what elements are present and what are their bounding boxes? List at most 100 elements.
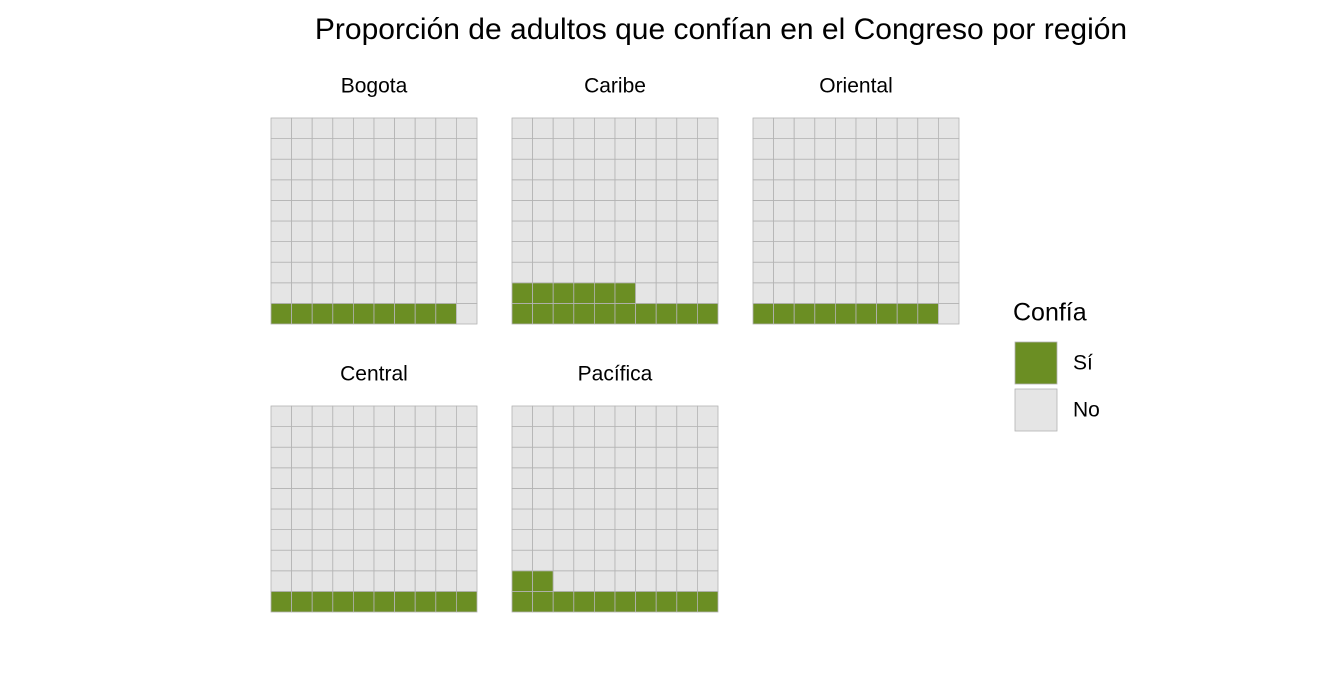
waffle-cell <box>352 282 375 304</box>
waffle-cell <box>635 158 657 181</box>
waffle-cell <box>697 405 719 428</box>
waffle-cell <box>635 282 657 304</box>
waffle-cell <box>270 446 293 469</box>
waffle-cell <box>614 241 637 263</box>
waffle-cell <box>573 508 595 531</box>
waffle-cell <box>352 446 375 469</box>
waffle-cell <box>332 405 354 428</box>
waffle-cell <box>552 426 575 448</box>
waffle-cell <box>938 158 960 181</box>
waffle-cell <box>814 199 836 222</box>
chart-title: Proporción de adultos que confían en el … <box>315 13 1127 46</box>
waffle-cell <box>697 261 719 284</box>
waffle-cell <box>332 446 354 469</box>
waffle-cell <box>752 179 775 201</box>
waffle-cell <box>855 179 878 201</box>
waffle-cell <box>511 529 534 551</box>
waffle-cell <box>793 138 816 160</box>
waffle-cell <box>394 405 416 428</box>
waffle-cell <box>752 261 775 284</box>
waffle-cell <box>573 199 595 222</box>
waffle-cell <box>573 282 595 304</box>
waffle-cell <box>414 199 437 222</box>
waffle-cell <box>291 529 313 551</box>
waffle-cell <box>635 467 657 489</box>
waffle-cell <box>635 261 657 284</box>
waffle-cell <box>552 220 575 243</box>
waffle-cell <box>352 220 375 243</box>
waffle-cell <box>552 405 575 428</box>
waffle-cell <box>532 158 554 181</box>
waffle-cell <box>697 487 719 510</box>
waffle-cell <box>291 282 313 304</box>
waffle-cell <box>697 138 719 160</box>
waffle-cell <box>655 405 678 428</box>
waffle-cell <box>311 179 334 201</box>
waffle-cell <box>414 529 437 551</box>
waffle-cell <box>573 405 595 428</box>
waffle-cell <box>938 179 960 201</box>
waffle-cell <box>917 138 939 160</box>
waffle-cell <box>793 241 816 263</box>
waffle-cell <box>532 261 554 284</box>
waffle-cell <box>311 508 334 531</box>
waffle-cell <box>676 138 698 160</box>
waffle-cell <box>394 591 416 613</box>
waffle-cell <box>855 302 878 325</box>
waffle-cell <box>573 446 595 469</box>
waffle-cell <box>311 220 334 243</box>
waffle-cell <box>414 467 437 489</box>
waffle-cell <box>697 220 719 243</box>
waffle-cell <box>655 138 678 160</box>
waffle-cell <box>532 591 554 613</box>
waffle-cell <box>511 261 534 284</box>
waffle-cell <box>938 302 960 325</box>
waffle-cell <box>676 220 698 243</box>
waffle-cell <box>394 179 416 201</box>
waffle-cell <box>373 261 396 284</box>
waffle-cell <box>697 570 719 592</box>
waffle-cell <box>414 158 437 181</box>
waffle-cell <box>332 302 354 325</box>
waffle-cell <box>455 446 478 469</box>
waffle-cell <box>614 405 637 428</box>
waffle-cell <box>414 117 437 140</box>
waffle-cell <box>394 549 416 572</box>
waffle-cell <box>373 117 396 140</box>
legend-label: Sí <box>1073 352 1093 375</box>
waffle-cell <box>532 467 554 489</box>
waffle-cell <box>511 487 534 510</box>
waffle-cell <box>552 549 575 572</box>
waffle-cell <box>614 261 637 284</box>
waffle-cell <box>332 426 354 448</box>
waffle-cell <box>455 241 478 263</box>
waffle-cell <box>291 446 313 469</box>
waffle-cell <box>573 138 595 160</box>
waffle-cell <box>394 302 416 325</box>
waffle-cell <box>414 446 437 469</box>
waffle-cell <box>552 199 575 222</box>
waffle-cell <box>352 467 375 489</box>
waffle-cell <box>594 570 616 592</box>
waffle-cell <box>697 199 719 222</box>
waffle-cell <box>814 117 836 140</box>
waffle-cell <box>676 467 698 489</box>
waffle-cell <box>896 158 919 181</box>
waffle-cell <box>594 261 616 284</box>
waffle-cell <box>270 199 293 222</box>
waffle-cell <box>655 529 678 551</box>
waffle-cell <box>511 220 534 243</box>
waffle-cell <box>793 302 816 325</box>
waffle-cell <box>552 591 575 613</box>
waffle-cell <box>435 508 457 531</box>
waffle-cell <box>635 220 657 243</box>
waffle-cell <box>876 179 898 201</box>
waffle-cell <box>455 467 478 489</box>
waffle-cell <box>373 487 396 510</box>
waffle-cell <box>394 467 416 489</box>
waffle-cell <box>511 570 534 592</box>
waffle-cell <box>394 426 416 448</box>
waffle-cell <box>352 199 375 222</box>
waffle-cell <box>896 241 919 263</box>
waffle-cell <box>311 570 334 592</box>
